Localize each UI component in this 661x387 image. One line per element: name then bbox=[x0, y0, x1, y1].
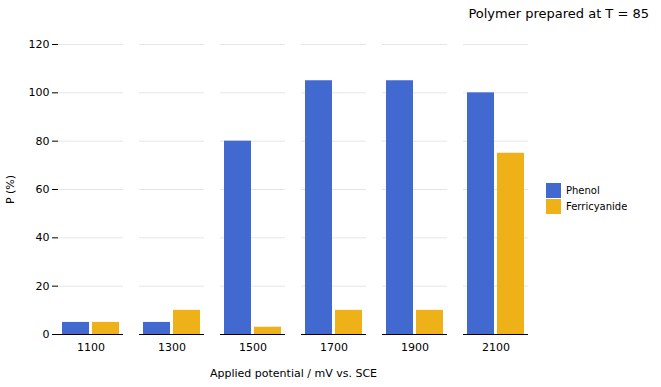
svg-text:40: 40 bbox=[36, 231, 50, 244]
svg-text:1100: 1100 bbox=[77, 341, 105, 354]
svg-text:20: 20 bbox=[36, 280, 50, 293]
svg-text:1900: 1900 bbox=[401, 341, 429, 354]
svg-text:80: 80 bbox=[36, 135, 50, 148]
svg-text:P (%): P (%) bbox=[4, 175, 17, 204]
html-text:Ferricyanide: Ferricyanide bbox=[566, 201, 628, 212]
svg-text:Applied potential / mV vs. SCE: Applied potential / mV vs. SCE bbox=[210, 367, 377, 380]
html-text:Polymer prepared at T = 85: Polymer prepared at T = 85 bbox=[468, 6, 649, 21]
svg-text:0: 0 bbox=[43, 328, 50, 341]
svg-text:60: 60 bbox=[36, 183, 50, 196]
svg-text:100: 100 bbox=[29, 86, 50, 99]
svg-text:1300: 1300 bbox=[158, 341, 186, 354]
svg-text:1700: 1700 bbox=[320, 341, 348, 354]
svg-text:2100: 2100 bbox=[482, 341, 510, 354]
html-text:Phenol: Phenol bbox=[566, 185, 600, 196]
svg-text:120: 120 bbox=[29, 38, 50, 51]
svg-text:1500: 1500 bbox=[239, 341, 267, 354]
